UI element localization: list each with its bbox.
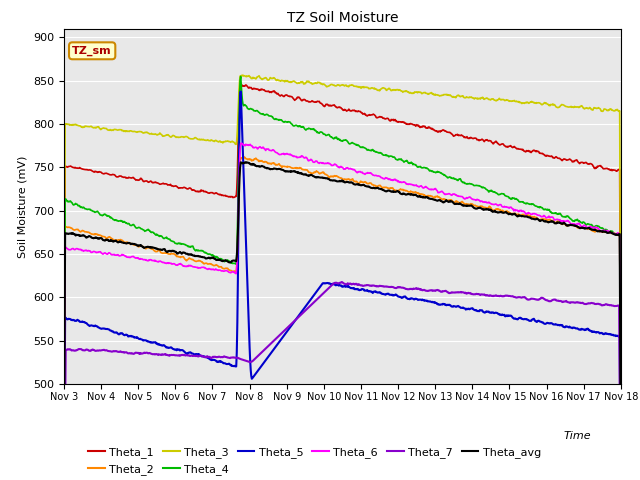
Theta_4 bbox=[617, 465, 625, 470]
Theta_7 bbox=[117, 348, 125, 354]
Theta_avg bbox=[495, 209, 502, 215]
Theta_avg bbox=[306, 172, 314, 178]
Line: Theta_3: Theta_3 bbox=[64, 75, 621, 401]
Theta_7 bbox=[443, 289, 451, 295]
Theta_1 bbox=[443, 129, 451, 135]
Theta_3 bbox=[495, 96, 502, 102]
Theta_1 bbox=[117, 173, 125, 179]
Theta_2 bbox=[495, 207, 502, 213]
Theta_2 bbox=[117, 237, 125, 242]
Line: Theta_2: Theta_2 bbox=[64, 156, 621, 468]
Theta_1 bbox=[505, 144, 513, 149]
Theta_1 bbox=[306, 99, 314, 105]
Theta_2 bbox=[239, 154, 247, 159]
Theta_2 bbox=[306, 169, 314, 175]
Theta_6 bbox=[505, 205, 513, 211]
Theta_5 bbox=[237, 89, 244, 95]
Theta_3 bbox=[60, 398, 68, 404]
Legend: Theta_1, Theta_2, Theta_3, Theta_4, Theta_5, Theta_6, Theta_7, Theta_avg: Theta_1, Theta_2, Theta_3, Theta_4, Thet… bbox=[84, 443, 545, 479]
Theta_7 bbox=[495, 293, 502, 299]
Theta_4 bbox=[495, 192, 502, 198]
Line: Theta_1: Theta_1 bbox=[64, 84, 621, 429]
Theta_1 bbox=[236, 81, 244, 87]
Theta_7 bbox=[505, 293, 513, 299]
Theta_7 bbox=[338, 279, 346, 285]
Theta_avg bbox=[617, 464, 625, 470]
Theta_3 bbox=[239, 72, 246, 78]
Theta_4 bbox=[237, 73, 244, 79]
Y-axis label: Soil Moisture (mV): Soil Moisture (mV) bbox=[17, 155, 28, 258]
Theta_avg bbox=[117, 239, 125, 244]
Theta_3 bbox=[505, 98, 513, 104]
Theta_avg bbox=[505, 211, 513, 217]
Theta_3 bbox=[306, 80, 314, 85]
Theta_5 bbox=[306, 298, 314, 303]
Theta_6 bbox=[306, 157, 314, 163]
Theta_2 bbox=[286, 164, 294, 169]
Line: Theta_avg: Theta_avg bbox=[64, 162, 621, 467]
Theta_1 bbox=[495, 141, 502, 147]
Line: Theta_6: Theta_6 bbox=[64, 144, 621, 475]
Theta_6 bbox=[117, 253, 125, 259]
Theta_2 bbox=[443, 198, 451, 204]
Theta_6 bbox=[443, 192, 451, 197]
Theta_avg bbox=[443, 198, 451, 204]
Title: TZ Soil Moisture: TZ Soil Moisture bbox=[287, 11, 398, 25]
Theta_1 bbox=[286, 94, 294, 99]
Theta_4 bbox=[286, 119, 294, 125]
Line: Theta_7: Theta_7 bbox=[64, 282, 621, 480]
Theta_3 bbox=[286, 79, 294, 85]
Theta_1 bbox=[617, 426, 625, 432]
Theta_3 bbox=[617, 390, 625, 396]
Line: Theta_4: Theta_4 bbox=[64, 76, 621, 468]
Line: Theta_5: Theta_5 bbox=[64, 92, 621, 480]
Theta_7 bbox=[285, 323, 293, 329]
Theta_5 bbox=[286, 325, 294, 331]
Theta_4 bbox=[306, 126, 314, 132]
Text: Time: Time bbox=[563, 431, 591, 441]
Theta_avg bbox=[241, 159, 249, 165]
Theta_6 bbox=[495, 203, 502, 208]
Theta_avg bbox=[60, 464, 68, 469]
Theta_2 bbox=[617, 465, 625, 471]
Theta_4 bbox=[60, 444, 68, 449]
Theta_3 bbox=[117, 127, 125, 132]
Theta_5 bbox=[117, 330, 125, 336]
Theta_5 bbox=[495, 311, 502, 317]
Theta_4 bbox=[443, 174, 451, 180]
Theta_2 bbox=[60, 460, 68, 466]
Theta_3 bbox=[443, 92, 451, 97]
Theta_2 bbox=[505, 209, 513, 215]
Theta_5 bbox=[505, 313, 513, 319]
Theta_1 bbox=[60, 423, 68, 429]
Theta_avg bbox=[286, 168, 294, 174]
Theta_6 bbox=[617, 465, 625, 471]
Theta_4 bbox=[505, 194, 513, 200]
Text: TZ_sm: TZ_sm bbox=[72, 46, 112, 56]
Theta_6 bbox=[60, 472, 68, 478]
Theta_7 bbox=[305, 304, 313, 310]
Theta_5 bbox=[443, 302, 451, 308]
Theta_4 bbox=[117, 217, 125, 223]
Theta_6 bbox=[237, 141, 244, 146]
Theta_6 bbox=[286, 152, 294, 157]
